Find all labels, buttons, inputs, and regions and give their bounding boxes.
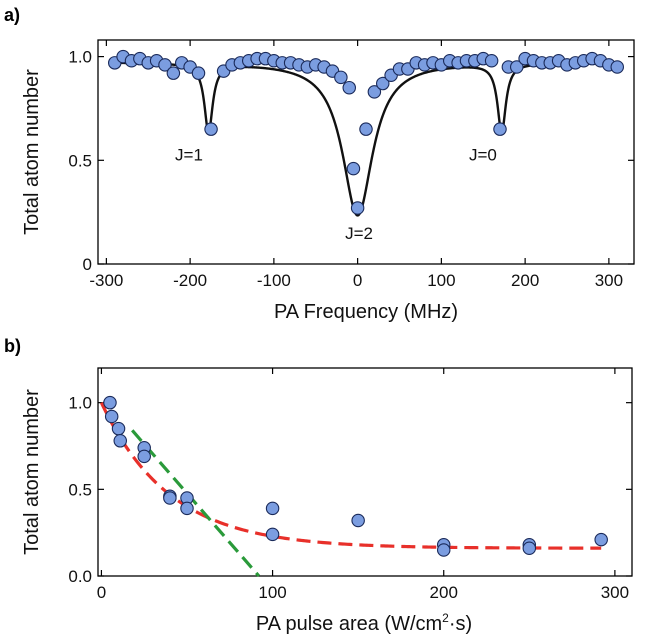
x-tick-label: 100 — [258, 583, 286, 602]
data-point — [509, 60, 524, 74]
y-tick-label: 0.0 — [68, 567, 92, 586]
x-tick-label: 200 — [430, 583, 458, 602]
peak-label: J=0 — [469, 145, 497, 164]
x-tick-label: 300 — [601, 583, 629, 602]
data-point — [265, 527, 280, 542]
data-point — [137, 449, 151, 464]
y-tick-label: 1.0 — [68, 48, 92, 67]
ticks-a: -300 -200 -100 0 100 200 300 0 0.5 1.0 — [68, 40, 634, 290]
plot-frame-a — [97, 39, 635, 265]
data-point — [594, 532, 608, 547]
data-point — [522, 541, 537, 556]
data-point — [163, 491, 177, 505]
panel-b: b) 0 100 200 300 0.0 0.5 1.0 PA pulse area (W/… — [4, 336, 633, 635]
y-tick-label: 1.0 — [68, 394, 92, 413]
data-point — [104, 409, 119, 424]
x-axis-label-b-sup: 2 — [442, 611, 449, 625]
x-tick-label: 0 — [97, 583, 106, 602]
annotations-a: J=1 J=2 J=0 — [175, 145, 497, 243]
points-b — [103, 395, 608, 557]
data-point — [158, 58, 172, 72]
data-point — [113, 434, 128, 448]
plot-frame-b — [97, 367, 633, 577]
data-point — [484, 53, 499, 68]
x-tick-label: -100 — [257, 271, 291, 290]
data-point — [191, 66, 206, 80]
x-axis-label-a: PA Frequency (MHz) — [274, 301, 458, 323]
points-a — [108, 49, 624, 215]
data-point — [166, 66, 181, 80]
x-tick-label: -200 — [173, 271, 207, 290]
x-tick-label: -300 — [89, 271, 123, 290]
data-point — [111, 421, 126, 436]
data-point — [375, 76, 390, 91]
y-tick-label: 0 — [83, 255, 92, 274]
y-axis-label-b: Total atom number — [21, 389, 43, 555]
panel-a-label: a) — [4, 5, 20, 25]
x-tick-label: 100 — [427, 271, 455, 290]
y-axis-label-a: Total atom number — [21, 69, 43, 235]
data-point — [367, 85, 382, 99]
y-tick-label: 0.5 — [68, 480, 92, 499]
x-tick-label: 0 — [353, 271, 362, 290]
x-tick-label: 300 — [595, 271, 623, 290]
x-tick-label: 200 — [511, 271, 539, 290]
exponential-fit-curve — [99, 401, 602, 550]
data-point — [493, 122, 507, 136]
fit-a — [114, 61, 618, 217]
x-axis-label-b-suffix: ·s) — [449, 613, 472, 635]
data-point — [610, 60, 624, 74]
data-point — [342, 80, 356, 95]
fit-curve — [114, 61, 618, 217]
x-axis-label-b-prefix: PA pulse area (W/cm — [256, 613, 442, 635]
linear-fit-line — [131, 429, 261, 578]
data-point — [180, 501, 194, 516]
peak-label: J=2 — [345, 224, 373, 243]
panel-b-label: b) — [4, 336, 21, 356]
peak-label: J=1 — [175, 145, 203, 164]
ticks-b: 0 100 200 300 0.0 0.5 1.0 — [68, 368, 632, 602]
data-point — [351, 513, 365, 528]
y-tick-label: 0.5 — [68, 151, 92, 170]
data-point — [359, 122, 373, 136]
data-point — [334, 70, 348, 85]
data-point — [103, 395, 117, 410]
data-point — [346, 161, 361, 176]
data-point — [350, 201, 365, 215]
x-axis-label-b: PA pulse area (W/cm2·s) — [256, 611, 472, 635]
data-point — [436, 543, 451, 557]
data-point — [265, 501, 280, 516]
data-point — [204, 122, 218, 136]
